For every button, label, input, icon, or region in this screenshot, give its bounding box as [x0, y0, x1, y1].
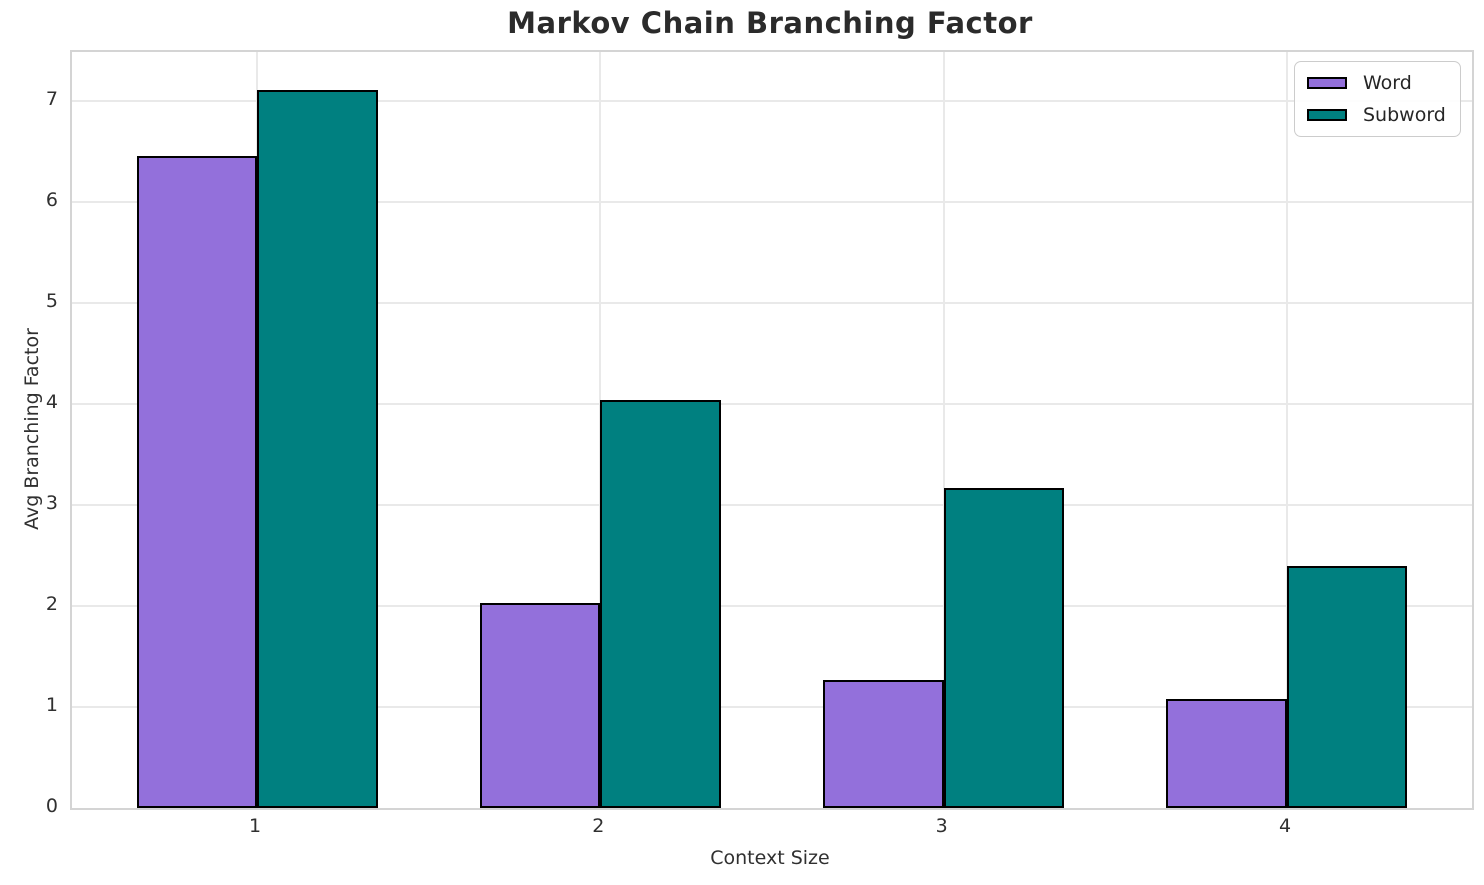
y-tick-2: 2 [45, 592, 58, 615]
bar-word-3 [823, 679, 944, 808]
y-tick-5: 5 [45, 289, 58, 312]
y-tick-3: 3 [45, 491, 58, 514]
x-axis-label: Context Size [710, 847, 830, 869]
legend-label-word: Word [1363, 72, 1412, 94]
x-tick-3: 3 [935, 815, 948, 837]
bar-subword-4 [1286, 566, 1408, 808]
gridline-y-5 [72, 301, 1472, 304]
gridline-y-7 [72, 99, 1472, 102]
gridline-y-2 [72, 604, 1472, 607]
bar-subword-2 [600, 399, 721, 808]
plot-area: Word Subword [70, 50, 1474, 810]
gridline-y-4 [72, 402, 1472, 405]
gridline-x-3 [942, 52, 945, 808]
legend-label-subword: Subword [1363, 104, 1446, 126]
gridline-y-6 [72, 200, 1472, 203]
y-tick-7: 7 [45, 87, 58, 110]
legend: Word Subword [1294, 61, 1461, 137]
bar-word-4 [1166, 698, 1287, 808]
x-tick-4: 4 [1278, 815, 1292, 837]
gridline-y-1 [72, 705, 1472, 708]
legend-item-word: Word [1307, 71, 1448, 95]
y-tick-1: 1 [45, 693, 58, 716]
y-axis-label: Avg Branching Factor [21, 328, 43, 530]
y-tick-4: 4 [45, 390, 58, 413]
y-tick-6: 6 [45, 188, 58, 211]
legend-item-subword: Subword [1307, 103, 1448, 127]
legend-swatch-subword [1307, 109, 1347, 121]
bar-word-1 [136, 156, 257, 808]
bar-subword-1 [257, 90, 378, 808]
chart-title: Markov Chain Branching Factor [507, 6, 1033, 40]
bar-word-2 [479, 602, 601, 808]
legend-swatch-word [1307, 77, 1347, 89]
gridline-y-3 [72, 503, 1472, 506]
x-tick-2: 2 [592, 815, 605, 837]
gridline-x-4 [1285, 52, 1288, 808]
x-tick-1: 1 [248, 815, 262, 837]
y-tick-0: 0 [45, 795, 58, 817]
bar-subword-3 [943, 487, 1065, 808]
